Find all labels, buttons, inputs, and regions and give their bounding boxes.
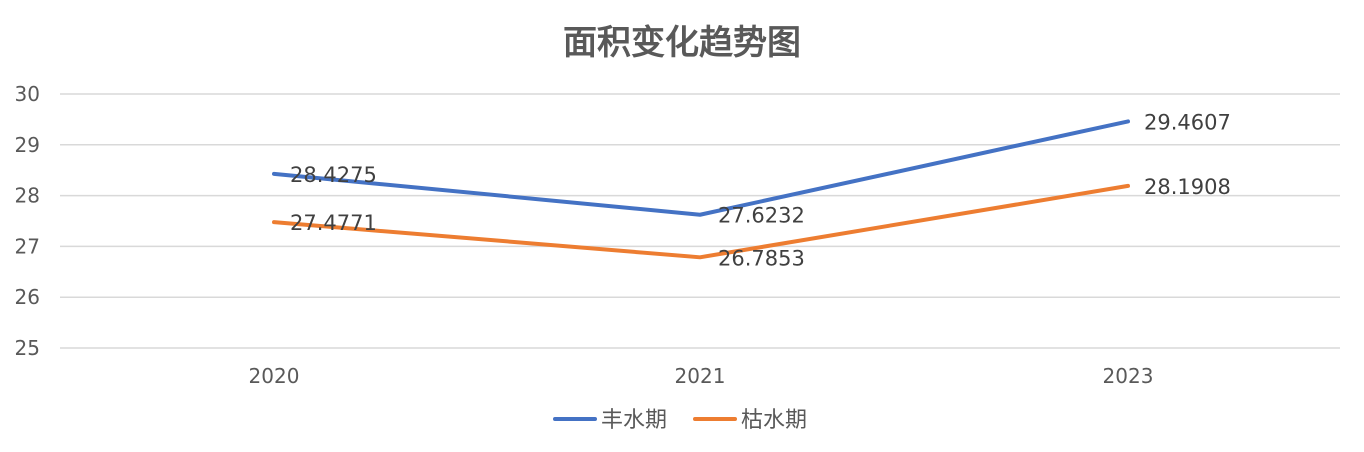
data-label: 27.4771	[290, 211, 377, 235]
data-label: 27.6232	[718, 204, 805, 228]
y-tick-label: 25	[15, 336, 40, 360]
y-tick-label: 26	[15, 285, 40, 309]
y-tick-label: 29	[15, 133, 40, 157]
y-axis: 25 26 27 28 29 30	[15, 82, 40, 360]
series-line-1	[272, 183, 1130, 260]
x-axis: 2020 2021 2023	[249, 364, 1154, 388]
data-label: 29.4607	[1144, 110, 1231, 134]
chart-title: 面积变化趋势图	[563, 23, 801, 63]
legend-label: 枯水期	[741, 408, 807, 433]
y-tick-label: 27	[15, 234, 40, 258]
series-line-0	[272, 119, 1130, 217]
legend-label: 丰水期	[601, 408, 667, 433]
gridlines	[60, 93, 1340, 349]
data-label: 28.1908	[1144, 175, 1231, 199]
y-tick-label: 28	[15, 184, 40, 208]
data-label: 26.7853	[718, 246, 805, 270]
data-label: 28.4275	[290, 163, 377, 187]
series-lines	[272, 119, 1130, 260]
x-tick-label: 2021	[675, 364, 726, 388]
y-tick-label: 30	[15, 82, 40, 106]
x-tick-label: 2020	[249, 364, 300, 388]
x-tick-label: 2023	[1103, 364, 1154, 388]
data-labels: 28.4275 27.6232 29.4607 27.4771 26.7853 28.19…	[290, 110, 1231, 270]
legend: 丰水期 枯水期	[553, 408, 807, 433]
